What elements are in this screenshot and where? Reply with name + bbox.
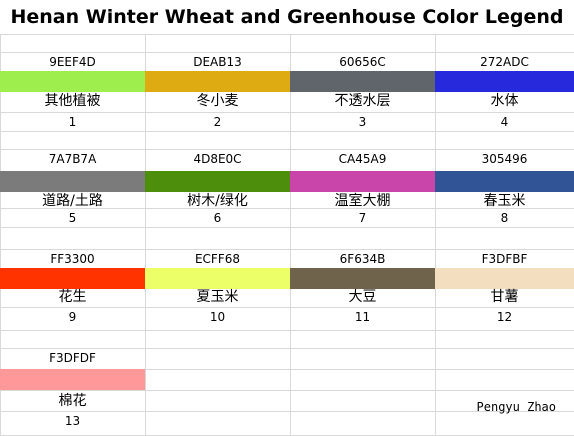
grid-line [0,390,574,391]
grid-line [0,34,574,35]
legend-class-name: 冬小麦 [196,92,239,109]
grid-line [0,112,574,113]
legend-hex-code: F3DFBF [481,251,528,266]
legend-hex-code: 7A7B7A [48,151,97,166]
legend-class-name: 春玉米 [483,192,526,209]
legend-class-name: 甘薯 [490,288,519,305]
legend-hex-code: F3DFDF [49,350,96,365]
legend-class-name: 树木/绿化 [187,192,248,209]
legend-class-name: 温室大棚 [334,192,391,209]
legend-class-name: 水体 [490,92,519,109]
legend-hex-code: ECFF68 [194,251,241,266]
legend-class-name: 道路/土路 [42,192,103,209]
grid-line [0,227,574,228]
legend-class-number: 7 [358,211,367,225]
legend-color-swatch [0,171,145,192]
grid-line [290,34,291,435]
legend-color-swatch [145,171,290,192]
legend-class-number: 5 [68,211,77,225]
grid-line [0,249,574,250]
legend-color-swatch [0,369,145,390]
legend-color-swatch [290,71,435,92]
legend-grid: 9EEF4D 其他植被 1 DEAB13 冬小麦 2 60656C 不透水层 3 272ADC 水体… [0,34,574,436]
grid-line [145,34,146,435]
legend-class-name: 不透水层 [334,92,391,109]
legend-color-swatch [145,268,290,289]
legend-color-swatch [290,268,435,289]
legend-hex-code: DEAB13 [193,54,242,69]
legend-color-swatch [435,268,574,289]
legend-class-number: 3 [358,115,367,129]
legend-class-number: 11 [354,310,371,324]
legend-hex-code: 272ADC [480,54,529,69]
grid-line [0,307,574,308]
grid-line [435,34,436,435]
legend-color-swatch [0,268,145,289]
grid-line [0,149,574,150]
legend-class-number: 2 [213,115,222,129]
legend-hex-code: 60656C [339,54,386,69]
legend-class-number: 12 [496,310,513,324]
legend-class-name: 夏玉米 [196,288,239,305]
legend-class-name: 其他植被 [44,92,101,109]
legend-class-number: 6 [213,211,222,225]
grid-line [0,330,574,331]
legend-hex-code: 4D8E0C [193,151,242,166]
legend-class-name: 大豆 [348,288,377,305]
legend-hex-code: FF3300 [50,251,95,266]
legend-hex-code: CA45A9 [338,151,387,166]
grid-line [0,52,574,53]
legend-class-name: 花生 [58,288,87,305]
grid-line [0,208,574,209]
legend-color-swatch [290,171,435,192]
grid-line [0,411,574,412]
grid-line [0,131,574,132]
legend-class-number: 4 [500,115,509,129]
legend-class-number: 10 [209,310,226,324]
legend-color-swatch [0,71,145,92]
legend-class-name: 棉花 [58,392,87,409]
legend-class-number: 8 [500,211,509,225]
legend-class-number: 1 [68,115,77,129]
grid-line [0,348,574,349]
author-credit: Pengyu Zhao [476,400,556,414]
legend-hex-code: 305496 [481,151,528,166]
grid-line [0,34,1,435]
legend-class-number: 13 [64,414,81,428]
grid-line [0,369,574,370]
legend-class-number: 9 [68,310,77,324]
legend-color-swatch [145,71,290,92]
legend-color-swatch [435,71,574,92]
legend-hex-code: 9EEF4D [49,54,96,69]
legend-hex-code: 6F634B [339,251,386,266]
legend-title: Henan Winter Wheat and Greenhouse Color … [10,6,564,28]
legend-color-swatch [435,171,574,192]
